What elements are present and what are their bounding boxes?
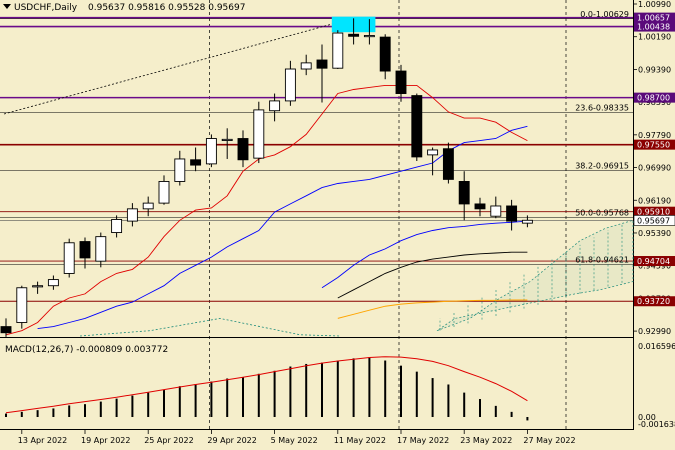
candle-body-28 — [442, 148, 454, 180]
price-tick-label-10: 0.92990 — [638, 327, 671, 336]
time-tick-label-5: 11 May 2022 — [334, 436, 386, 445]
fib-label-2: 38.2-0.96915 — [575, 162, 629, 171]
fib-label-4: 61.8-0.94621 — [575, 255, 629, 264]
price-tag-bg-0 — [634, 12, 675, 23]
candle-body-26 — [411, 95, 423, 158]
price-tick-label-7: 0.95390 — [638, 229, 671, 238]
candle-body-9 — [142, 202, 154, 210]
candle-body-2 — [32, 285, 44, 288]
macd-tick-label-1: 0.00 — [638, 413, 656, 422]
chart-header: USDCHF,Daily — [14, 3, 78, 13]
price-tick-label-4: 0.97790 — [638, 131, 671, 140]
macd-tick-label-2: -0.001638 — [638, 420, 675, 429]
indicator-line-4 — [337, 299, 528, 319]
candle-body-19 — [300, 62, 312, 70]
time-tick-label-1: 19 Apr 2022 — [81, 436, 130, 445]
time-tick-label-0: 13 Apr 2022 — [18, 436, 67, 445]
price-tag-bg-1 — [634, 21, 675, 32]
price-tag-bg-2 — [634, 92, 675, 103]
candle-body-12 — [190, 159, 202, 166]
candle-body-16 — [253, 109, 265, 159]
time-tick-label-2: 25 Apr 2022 — [144, 436, 193, 445]
fib-label-1: 23.6-0.98335 — [575, 104, 629, 113]
chart-ohlc: 0.95637 0.95816 0.95528 0.95697 — [88, 3, 245, 13]
price-tag-label-2: 0.98700 — [637, 94, 670, 103]
candle-body-33 — [521, 219, 533, 224]
price-tag-bg-6 — [634, 256, 675, 267]
candle-body-14 — [221, 138, 233, 141]
price-tag-label-7: 0.93720 — [637, 297, 670, 306]
ichimoku-span-a — [79, 318, 341, 337]
price-tag-bg-4 — [634, 206, 675, 217]
candle-body-15 — [237, 138, 249, 161]
candle-body-17 — [269, 100, 281, 112]
price-tick-label-1: 1.00190 — [638, 33, 671, 42]
candle-body-20 — [316, 59, 328, 69]
price-tag-label-0: 1.00657 — [637, 14, 670, 23]
collapse-triangle-icon[interactable] — [3, 4, 11, 9]
candle-body-22 — [348, 33, 360, 37]
candle-body-24 — [379, 36, 391, 72]
price-tick-label-5: 0.96990 — [638, 164, 671, 173]
price-tag-label-3: 0.97550 — [637, 141, 670, 150]
price-tag-bg-3 — [634, 139, 675, 150]
fib-label-3: 50.0-0.95768 — [575, 209, 629, 218]
candle-body-0 — [0, 326, 12, 334]
time-tick-label-4: 5 May 2022 — [271, 436, 318, 445]
candle-body-29 — [458, 180, 470, 205]
price-tag-label-1: 1.00438 — [637, 23, 670, 32]
candle-body-27 — [427, 149, 439, 156]
indicator-line-0 — [5, 84, 528, 336]
price-tag-label-4: 0.95910 — [637, 208, 670, 217]
candle-body-23 — [363, 35, 375, 38]
price-tick-label-0: 1.00990 — [638, 0, 671, 9]
time-tick-label-3: 29 Apr 2022 — [207, 436, 256, 445]
candle-body-3 — [47, 279, 59, 287]
time-tick-label-7: 23 May 2022 — [460, 436, 512, 445]
time-tick-label-8: 27 May 2022 — [523, 436, 575, 445]
fib-label-0: 0.0-1.00629 — [580, 10, 629, 19]
candle-body-32 — [506, 205, 518, 222]
macd-signal-line — [5, 356, 528, 414]
ichimoku-cloud — [436, 219, 634, 332]
candle-body-5 — [79, 241, 91, 259]
candle-body-13 — [205, 138, 217, 165]
price-tag-label-6: 0.94704 — [637, 257, 670, 266]
time-tick-label-6: 17 May 2022 — [397, 436, 449, 445]
candle-body-8 — [126, 208, 138, 222]
candle-body-10 — [158, 180, 170, 204]
candle-body-6 — [95, 236, 107, 262]
price-tag-label-5: 0.95697 — [637, 216, 670, 225]
price-tag-bg-5 — [633, 215, 675, 226]
indicator-line-2 — [321, 220, 528, 289]
candle-body-18 — [284, 68, 296, 102]
candle-body-21 — [332, 32, 344, 69]
candle-body-4 — [63, 242, 75, 274]
indicator-line-3 — [337, 251, 528, 299]
candle-body-7 — [111, 219, 123, 234]
candle-body-31 — [490, 205, 502, 217]
candle-body-1 — [16, 287, 28, 323]
price-tick-label-6: 0.96190 — [638, 196, 671, 205]
candle-body-11 — [174, 158, 186, 182]
candle-body-30 — [474, 203, 486, 210]
macd-label: MACD(12,26,7) -0.000809 0.003772 — [5, 345, 168, 355]
price-tag-bg-7 — [634, 296, 675, 307]
price-tick-label-8: 0.94590 — [638, 262, 671, 271]
price-tick-label-2: 0.99390 — [638, 65, 671, 74]
macd-tick-label-0: 0.016596 — [638, 342, 675, 351]
candle-body-25 — [395, 70, 407, 94]
